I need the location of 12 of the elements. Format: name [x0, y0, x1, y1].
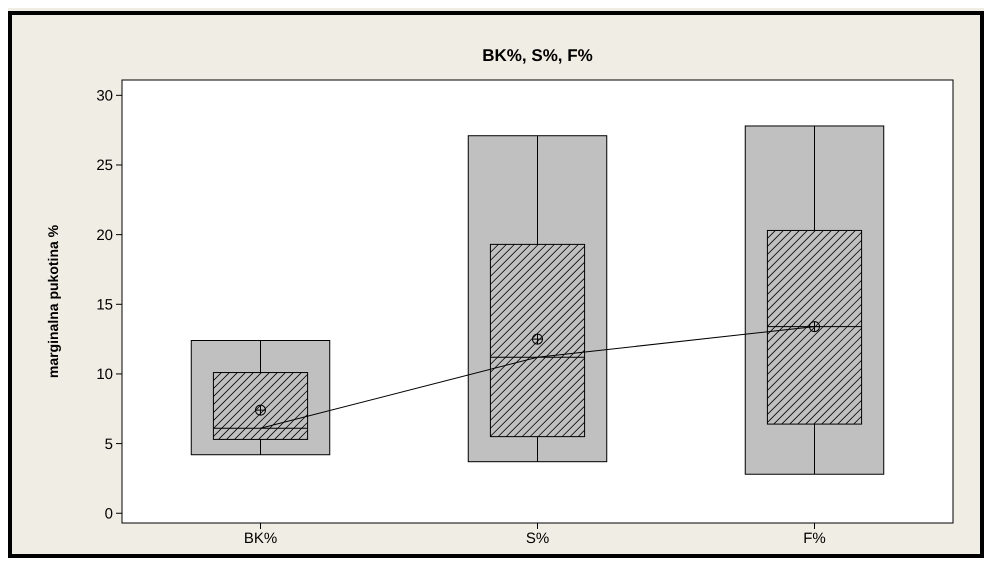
y-tick-label: 20 — [96, 226, 113, 244]
y-tick-label: 0 — [104, 506, 113, 522]
x-tick-label: F% — [803, 530, 826, 547]
y-tick-label: 30 — [96, 88, 113, 105]
y-axis-title: marginalna pukotina % — [45, 224, 61, 378]
x-tick-label: BK% — [244, 530, 278, 547]
x-tick-label: S% — [526, 530, 550, 547]
chart-title: BK%, S%, F% — [482, 46, 593, 65]
y-tick-label: 15 — [96, 296, 113, 314]
y-tick-label: 10 — [96, 366, 113, 384]
y-tick-label: 25 — [96, 157, 113, 174]
y-tick-label: 5 — [104, 436, 113, 453]
